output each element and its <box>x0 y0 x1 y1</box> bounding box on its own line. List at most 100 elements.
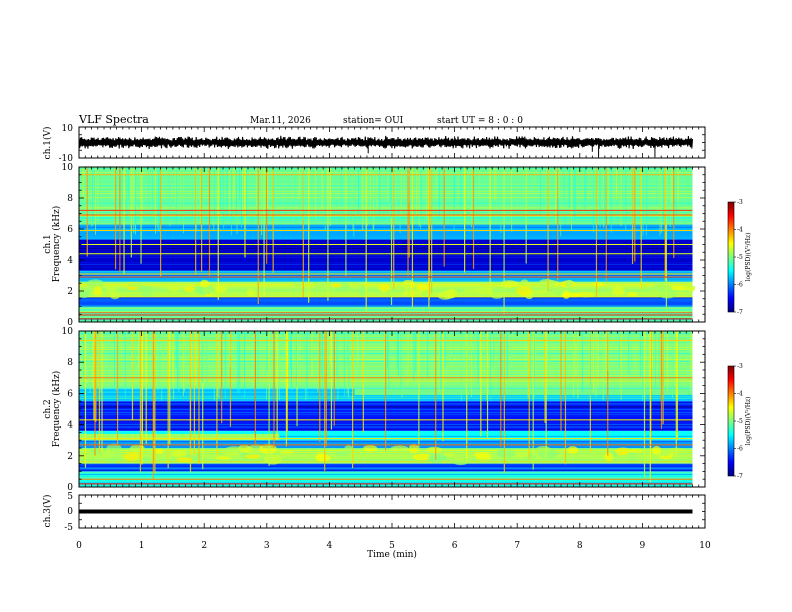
ch2-spectrogram-ticks: 0 2 4 6 8 10 <box>62 327 706 493</box>
colorbar-label: log(PSD)(V²/Hz) <box>745 233 752 282</box>
ch2-colorbar: -3 -4 -5 -6 -7 log(PSD)(V²/Hz) <box>727 363 752 480</box>
ch2-spectrogram-panel: 0 2 4 6 8 10 ch.2 Frequency (kHz) -3 -4 -5 -6 -7 l… <box>43 327 752 493</box>
spectrogram-noise-patch <box>562 290 571 299</box>
time-axis-tick-label: 7 <box>514 541 520 551</box>
spectrogram-noise-patch <box>416 283 429 292</box>
spectrogram-noise-patch <box>577 449 598 457</box>
ch1-spectrogram-ytick-label: 8 <box>67 194 73 204</box>
spectrogram-noise-patch <box>443 452 455 457</box>
spectrogram-event <box>79 433 280 441</box>
spectrogram-noise-patch <box>105 286 118 293</box>
ch2-spectrogram-ytick-label: 6 <box>67 389 73 399</box>
spectrogram-noise-patch <box>476 286 493 295</box>
spectrogram-noise-patch <box>611 286 625 296</box>
spectrogram-noise-patch <box>243 454 260 459</box>
ch1-waveform-trace <box>79 135 694 157</box>
spectrogram-noise-patch <box>155 448 164 455</box>
ch1-spectrogram-ticks: 0 2 4 6 8 10 <box>62 163 706 328</box>
spectrogram-noise-patch <box>446 288 458 299</box>
spectrogram-noise-patch <box>146 450 158 460</box>
time-axis-tick-label: 0 <box>76 541 82 551</box>
ch1-spectrogram-image <box>79 167 705 322</box>
colorbar-scale <box>727 365 735 477</box>
spectrogram-noise-patch <box>195 285 215 295</box>
spectrogram-noise-patch <box>463 288 482 294</box>
spectrogram-noise-patch <box>687 286 696 292</box>
spectrogram-noise-patch <box>473 452 491 458</box>
ch3-waveform-panel: 5 0 -5 ch.3(V) <box>42 492 706 533</box>
ch1-waveform-panel: 10 -10 ch.1(V) <box>42 124 706 164</box>
colorbar-tick-label: -7 <box>737 309 743 316</box>
spectrogram-noise-patch <box>101 449 115 459</box>
spectrogram-noise-patch <box>358 286 368 296</box>
ch1-ytick-top: 10 <box>62 124 74 134</box>
spectrogram-noise-patch <box>408 443 419 454</box>
spectrogram-noise-patch <box>224 451 239 456</box>
spectrogram-noise-patch <box>535 446 551 454</box>
ch1-spectrogram-ylabel-channel: ch.1 <box>43 234 53 253</box>
spectrogram-noise-patch <box>401 289 422 297</box>
time-axis-tick-label: 6 <box>452 541 458 551</box>
spectrogram-band <box>79 224 693 240</box>
spectrogram-noise-patch <box>264 454 282 465</box>
spectrogram-noise-patch <box>171 450 187 457</box>
spectrogram-noise-patch <box>626 451 637 460</box>
spectrogram-noise-patch <box>362 444 378 452</box>
spectrogram-noise-patch <box>214 455 232 461</box>
ch1-spectrogram-ytick-label: 2 <box>67 287 73 297</box>
colorbar-tick-label: -3 <box>737 199 743 206</box>
spectrogram-noise-patch <box>565 279 574 289</box>
spectrogram-noise-patch <box>93 286 102 296</box>
time-axis-tick-label: 8 <box>577 541 583 551</box>
time-axis-tick-label: 4 <box>327 541 333 551</box>
spectrogram-noise-patch <box>652 445 662 455</box>
spectrogram-noise-patch <box>176 457 193 463</box>
ch1-colorbar: -3 -4 -5 -6 -7 log(PSD)(V²/Hz) <box>727 199 752 316</box>
figure-title: VLF Spectra <box>78 113 149 126</box>
ch2-spectrogram-image <box>79 331 705 487</box>
ch1-waveform-ylabel: ch.1(V) <box>42 127 53 160</box>
ch1-spectrogram-ytick-label: 6 <box>67 225 73 235</box>
colorbar-tick-label: -3 <box>737 363 743 370</box>
spectrogram-noise-patch <box>500 280 519 288</box>
colorbar-tick-label: -5 <box>737 418 743 425</box>
time-axis-tick-label: 10 <box>699 541 711 551</box>
spectrogram-noise-patch <box>393 284 411 291</box>
ch2-spectrogram-ytick-label: 8 <box>67 358 73 368</box>
spectrogram-noise-patch <box>426 446 442 453</box>
colorbar-tick-label: -6 <box>737 282 743 289</box>
spectrogram-noise-patch <box>292 282 303 287</box>
spectrogram-event <box>354 388 693 395</box>
colorbar-tick-label: -4 <box>737 227 743 234</box>
spectrogram-noise-patch <box>614 447 631 456</box>
spectrogram-noise-patch <box>199 279 210 288</box>
colorbar-tick-label: -5 <box>737 254 743 261</box>
ch1-spectrogram-panel: 0 2 4 6 8 10 ch.1 Frequency (kHz) -3 -4 -5 -6 -7 l… <box>43 163 752 328</box>
ch2-spectrogram-ytick-label: 2 <box>67 452 73 462</box>
spectrogram-noise-patch <box>567 446 579 454</box>
ch2-spectrogram-ytick-label: 10 <box>62 327 74 337</box>
spectrogram-noise-patch <box>378 284 391 292</box>
spectrogram-noise-patch <box>576 291 595 298</box>
spectrogram-noise-patch <box>353 281 363 289</box>
spectrogram-noise-patch <box>538 279 555 288</box>
spectrogram-band <box>79 463 693 472</box>
spectrogram-noise-patch <box>671 285 687 291</box>
time-axis-tick-label: 1 <box>139 541 145 551</box>
ch2-spectrogram-ylabel-frequency: Frequency (kHz) <box>51 371 62 448</box>
ch1-spectrogram-ytick-label: 0 <box>67 318 73 328</box>
time-axis-tick-labels: 0 1 2 3 4 5 6 7 8 9 10 <box>76 541 711 551</box>
spectrogram-noise-patch <box>215 285 227 293</box>
spectrogram-noise-patch <box>279 449 294 455</box>
spectrogram-noise-patch <box>331 283 343 288</box>
ch1-waveform-line <box>79 135 694 150</box>
spectrogram-noise-patch <box>189 449 198 456</box>
spectrogram-noise-patch <box>592 281 605 287</box>
spectrogram-noise-patch <box>390 445 409 452</box>
ch3-ytick-bottom: -5 <box>64 523 73 533</box>
spectrogram-noise-patch <box>137 285 156 291</box>
ch1-ytick-bottom: -10 <box>59 154 74 164</box>
spectrogram-noise-patch <box>652 282 670 292</box>
spectrogram-noise-patch <box>140 456 151 464</box>
ch1-waveform-ticks <box>78 126 706 159</box>
